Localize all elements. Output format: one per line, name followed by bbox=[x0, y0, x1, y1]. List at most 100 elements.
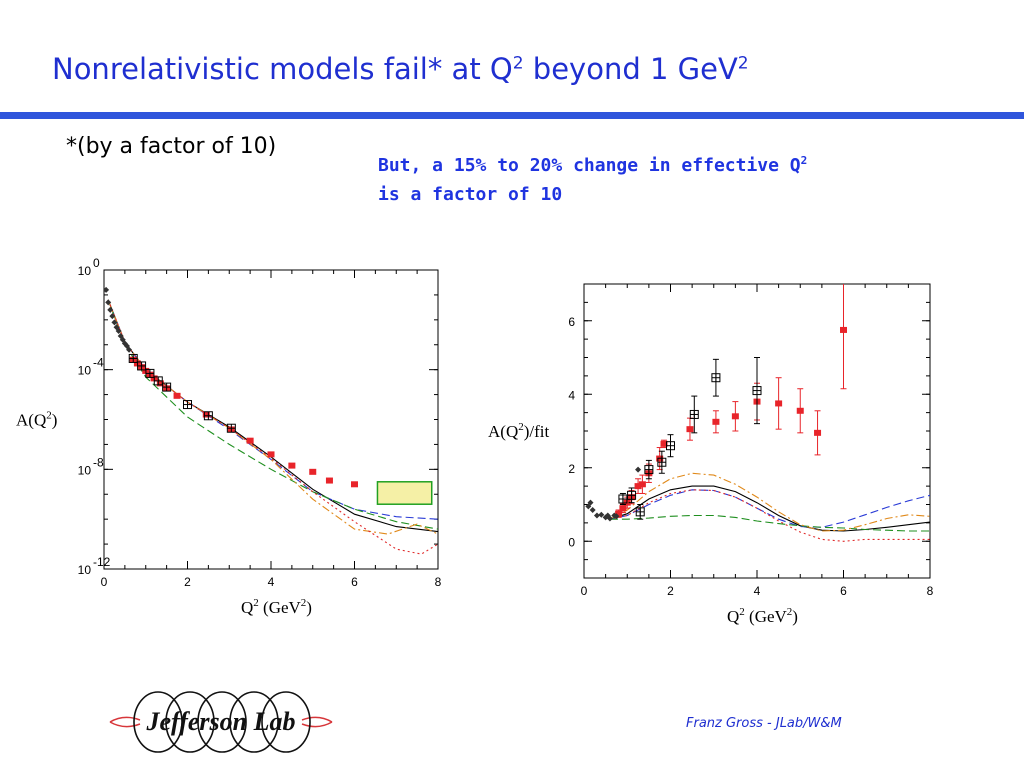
note-line-2: is a factor of 10 bbox=[378, 184, 563, 205]
plot-area bbox=[104, 286, 438, 555]
title-superscript-2: 2 bbox=[737, 53, 749, 74]
data-point-red bbox=[840, 326, 847, 333]
y-label-part: ) bbox=[52, 411, 58, 430]
model-curve-5 bbox=[107, 299, 438, 555]
data-point-red bbox=[309, 468, 317, 475]
x-label-sup: 2 bbox=[787, 606, 793, 618]
y-label-part: )/fit bbox=[524, 422, 550, 441]
y-tick-label: 10 bbox=[78, 264, 92, 278]
x-tick-label: 4 bbox=[754, 584, 761, 598]
y-tick-exponent: -8 bbox=[93, 455, 104, 469]
x-tick-label: 6 bbox=[840, 584, 847, 598]
data-point-red bbox=[634, 483, 642, 490]
y-tick-exponent: -12 bbox=[93, 555, 111, 569]
y-tick-label: 10 bbox=[78, 463, 92, 477]
x-tick-label: 0 bbox=[101, 575, 108, 589]
data-point-black bbox=[111, 319, 118, 326]
x-label-part: (GeV bbox=[745, 607, 788, 626]
logo-text: Jefferson Lab bbox=[145, 707, 295, 736]
data-point-black bbox=[587, 499, 594, 506]
data-point-black bbox=[104, 286, 110, 293]
data-point-black bbox=[589, 507, 596, 514]
highlight-box bbox=[376, 481, 433, 505]
y-label-sup: 2 bbox=[46, 410, 52, 422]
x-label-sup: 2 bbox=[739, 606, 745, 618]
data-point-black bbox=[604, 512, 611, 519]
footnote: *(by a factor of 10) bbox=[66, 134, 277, 159]
data-point-black bbox=[117, 333, 124, 340]
data-point-black bbox=[598, 511, 605, 518]
x-label-part: Q bbox=[727, 607, 739, 626]
plot-area bbox=[585, 284, 930, 542]
data-point-black bbox=[107, 306, 114, 313]
data-point-black bbox=[109, 313, 116, 320]
data-point-red bbox=[731, 413, 739, 420]
data-point-open bbox=[226, 423, 236, 433]
data-point-red bbox=[712, 418, 720, 425]
data-point-open bbox=[203, 411, 213, 421]
x-label-part: ) bbox=[792, 607, 798, 626]
data-point-open bbox=[137, 361, 147, 371]
data-point-open bbox=[752, 386, 762, 396]
data-point-red bbox=[288, 462, 296, 469]
y-tick-label: 6 bbox=[568, 315, 575, 329]
data-point-black bbox=[113, 324, 120, 331]
data-point-open bbox=[689, 409, 699, 419]
y-tick-label: 0 bbox=[568, 535, 575, 549]
y-label-part: A(Q bbox=[488, 422, 518, 441]
data-point-open bbox=[128, 353, 138, 363]
data-point-open bbox=[183, 400, 192, 410]
data-point-open bbox=[618, 494, 628, 504]
data-point-red bbox=[173, 392, 181, 399]
x-label-sup: 2 bbox=[253, 597, 259, 609]
data-point-open bbox=[145, 368, 155, 378]
jefferson-lab-logo: Jefferson Lab bbox=[109, 691, 333, 753]
y-tick-label: 10 bbox=[78, 563, 92, 577]
slide-title: Nonrelativistic models fail* at Q2 beyon… bbox=[52, 52, 749, 86]
data-point-black bbox=[585, 503, 592, 510]
note-line-1: But, a 15% to 20% change in effective Q bbox=[378, 155, 801, 176]
title-text-rest: beyond 1 GeV bbox=[523, 52, 738, 86]
data-point-open bbox=[657, 457, 667, 467]
y-axis-label: A(Q2) bbox=[16, 410, 57, 430]
axis-group: 0 2 4 6 8 0 2 4 6 bbox=[568, 283, 934, 598]
data-point-red bbox=[638, 481, 646, 488]
model-curve-1 bbox=[609, 485, 930, 532]
data-point-red bbox=[660, 440, 668, 447]
data-point-black bbox=[126, 346, 133, 353]
x-tick-label: 8 bbox=[927, 584, 934, 598]
data-point-red bbox=[351, 481, 358, 488]
y-tick-label: 2 bbox=[568, 462, 575, 476]
data-point-open bbox=[635, 507, 645, 517]
data-point-red bbox=[796, 407, 804, 414]
x-label-part: ) bbox=[306, 598, 312, 617]
data-point-red bbox=[686, 426, 694, 433]
data-point-black bbox=[635, 466, 642, 473]
x-label-sup: 2 bbox=[301, 597, 307, 609]
y-axis-label: A(Q2)/fit bbox=[488, 421, 549, 441]
x-axis-label: Q2 (GeV2) bbox=[241, 597, 312, 617]
y-tick-label: 10 bbox=[78, 364, 92, 378]
data-point-red bbox=[325, 477, 333, 484]
data-point-red bbox=[619, 505, 627, 512]
y-label-sup: 2 bbox=[518, 421, 524, 433]
title-rule bbox=[0, 112, 1024, 119]
y-tick-exponent: -4 bbox=[93, 356, 104, 370]
title-superscript: 2 bbox=[512, 53, 524, 74]
data-point-open bbox=[666, 441, 675, 451]
x-tick-label: 4 bbox=[268, 575, 275, 589]
y-tick-exponent: 0 bbox=[93, 256, 100, 270]
data-point-red bbox=[156, 380, 164, 387]
x-tick-label: 8 bbox=[435, 575, 442, 589]
model-curve-2 bbox=[609, 489, 930, 528]
data-point-black bbox=[593, 512, 600, 519]
model-curve-4 bbox=[609, 472, 930, 532]
data-point-red bbox=[814, 429, 822, 436]
data-point-red bbox=[615, 510, 623, 517]
x-label-part: Q bbox=[241, 598, 253, 617]
data-point-black bbox=[606, 515, 613, 522]
data-point-black bbox=[123, 342, 130, 349]
